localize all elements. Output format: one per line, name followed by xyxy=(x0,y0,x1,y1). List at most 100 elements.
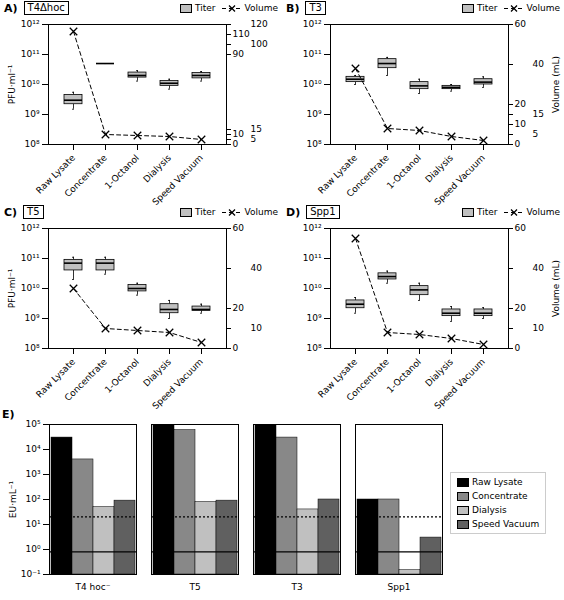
svg-text:10¹⁰: 10¹⁰ xyxy=(303,79,322,89)
svg-text:10¹²: 10¹² xyxy=(303,19,322,29)
svg-text:120: 120 xyxy=(251,19,268,29)
svg-text:Raw Lysate: Raw Lysate xyxy=(316,152,359,196)
svg-text:40: 40 xyxy=(533,263,545,273)
svg-text:10: 10 xyxy=(533,323,545,333)
html-text:Titer: Titer xyxy=(477,3,498,13)
svg-text:T5: T5 xyxy=(188,582,200,592)
svg-text:Volume (mL): Volume (mL) xyxy=(551,56,561,113)
svg-text:T3: T3 xyxy=(290,582,302,592)
svg-text:10¹¹: 10¹¹ xyxy=(303,253,322,263)
svg-text:10⁵: 10⁵ xyxy=(25,419,40,429)
svg-text:Dialysis: Dialysis xyxy=(423,152,455,184)
html-text:Volume: Volume xyxy=(526,207,560,217)
svg-text:10³: 10³ xyxy=(25,469,40,479)
svg-text:10⁹: 10⁹ xyxy=(306,313,321,323)
svg-text:Spp1: Spp1 xyxy=(388,582,411,592)
svg-text:10¹²: 10¹² xyxy=(21,223,40,233)
svg-text:10: 10 xyxy=(233,129,245,139)
svg-text:0: 0 xyxy=(515,343,521,353)
svg-text:0: 0 xyxy=(515,139,521,149)
svg-text:1-Octanol: 1-Octanol xyxy=(103,153,141,191)
html-text:T5: T5 xyxy=(27,206,40,217)
svg-text:Concentrate: Concentrate xyxy=(63,152,110,199)
html-text:C): C) xyxy=(4,205,18,219)
svg-text:Dialysis: Dialysis xyxy=(141,356,173,388)
svg-text:1-Octanol: 1-Octanol xyxy=(385,357,423,395)
svg-text:20: 20 xyxy=(515,99,527,109)
svg-text:Raw Lysate: Raw Lysate xyxy=(34,152,77,196)
html-text:Titer: Titer xyxy=(477,207,498,217)
html-text:A): A) xyxy=(4,1,18,15)
svg-text:10¹¹: 10¹¹ xyxy=(303,49,322,59)
html-text:Titer: Titer xyxy=(195,3,216,13)
svg-text:60: 60 xyxy=(515,19,527,29)
svg-text:90: 90 xyxy=(233,49,245,59)
html-text:Raw Lysate: Raw Lysate xyxy=(472,477,523,487)
svg-text:10⁸: 10⁸ xyxy=(24,139,39,149)
svg-text:10¹¹: 10¹¹ xyxy=(21,49,40,59)
svg-text:1-Octanol: 1-Octanol xyxy=(385,153,423,191)
svg-text:10¹: 10¹ xyxy=(25,519,40,529)
svg-text:10: 10 xyxy=(515,119,527,129)
svg-text:10⁹: 10⁹ xyxy=(24,109,39,119)
html-text:T4Δhoc: T4Δhoc xyxy=(27,2,65,13)
svg-text:5: 5 xyxy=(251,134,257,144)
svg-text:10¹²: 10¹² xyxy=(303,223,322,233)
html-text:T3: T3 xyxy=(309,2,322,13)
svg-text:20: 20 xyxy=(515,303,527,313)
svg-text:10¹⁰: 10¹⁰ xyxy=(21,283,40,293)
svg-text:10⁸: 10⁸ xyxy=(24,343,39,353)
svg-text:110: 110 xyxy=(233,29,250,39)
svg-text:Speed Vacuum: Speed Vacuum xyxy=(150,357,205,412)
html-text:Volume: Volume xyxy=(244,207,278,217)
svg-text:Dialysis: Dialysis xyxy=(423,356,455,388)
svg-text:60: 60 xyxy=(233,223,245,233)
svg-text:5: 5 xyxy=(533,129,539,139)
svg-text:Raw Lysate: Raw Lysate xyxy=(316,356,359,400)
svg-text:Concentrate: Concentrate xyxy=(63,356,110,403)
svg-text:10⁸: 10⁸ xyxy=(306,139,321,149)
svg-text:Speed Vacuum: Speed Vacuum xyxy=(432,153,487,208)
svg-text:10⁹: 10⁹ xyxy=(24,313,39,323)
svg-text:10²: 10² xyxy=(25,494,40,504)
svg-text:10⁻¹: 10⁻¹ xyxy=(21,569,41,579)
svg-text:100: 100 xyxy=(251,39,268,49)
svg-text:Speed Vacuum: Speed Vacuum xyxy=(150,153,205,208)
svg-text:T4 hoc⁻: T4 hoc⁻ xyxy=(75,582,111,592)
svg-text:PFU·ml⁻¹: PFU·ml⁻¹ xyxy=(7,64,17,104)
svg-text:20: 20 xyxy=(233,303,245,313)
svg-text:PFU·ml⁻¹: PFU·ml⁻¹ xyxy=(7,268,17,308)
html-text:D): D) xyxy=(286,205,301,219)
svg-text:10¹⁰: 10¹⁰ xyxy=(21,79,40,89)
svg-text:EU·mL⁻¹: EU·mL⁻¹ xyxy=(8,480,18,518)
html-text:Concentrate: Concentrate xyxy=(472,491,528,501)
html-text:Volume: Volume xyxy=(244,3,278,13)
svg-text:Volume (mL): Volume (mL) xyxy=(551,260,561,317)
html-text:Volume: Volume xyxy=(526,3,560,13)
svg-text:10⁸: 10⁸ xyxy=(306,343,321,353)
svg-text:40: 40 xyxy=(251,263,263,273)
svg-text:1-Octanol: 1-Octanol xyxy=(103,357,141,395)
svg-text:Concentrate: Concentrate xyxy=(345,152,392,199)
svg-text:Speed Vacuum: Speed Vacuum xyxy=(432,357,487,412)
svg-text:60: 60 xyxy=(515,223,527,233)
svg-text:15: 15 xyxy=(251,124,262,134)
html-text:Spp1: Spp1 xyxy=(310,206,336,217)
svg-text:15: 15 xyxy=(533,109,544,119)
svg-text:0: 0 xyxy=(233,343,239,353)
svg-text:10¹¹: 10¹¹ xyxy=(21,253,40,263)
html-text:E): E) xyxy=(2,408,15,421)
svg-text:40: 40 xyxy=(533,59,545,69)
svg-text:Raw Lysate: Raw Lysate xyxy=(34,356,77,400)
svg-text:10¹²: 10¹² xyxy=(21,19,40,29)
html-text:Titer: Titer xyxy=(195,207,216,217)
svg-text:Dialysis: Dialysis xyxy=(141,152,173,184)
svg-text:0: 0 xyxy=(233,139,239,149)
svg-text:10⁰: 10⁰ xyxy=(25,544,40,554)
svg-text:Concentrate: Concentrate xyxy=(345,356,392,403)
svg-text:10⁹: 10⁹ xyxy=(306,109,321,119)
svg-text:10¹⁰: 10¹⁰ xyxy=(303,283,322,293)
html-text:B): B) xyxy=(286,1,300,15)
svg-text:10: 10 xyxy=(251,323,263,333)
svg-text:10⁴: 10⁴ xyxy=(25,444,40,454)
